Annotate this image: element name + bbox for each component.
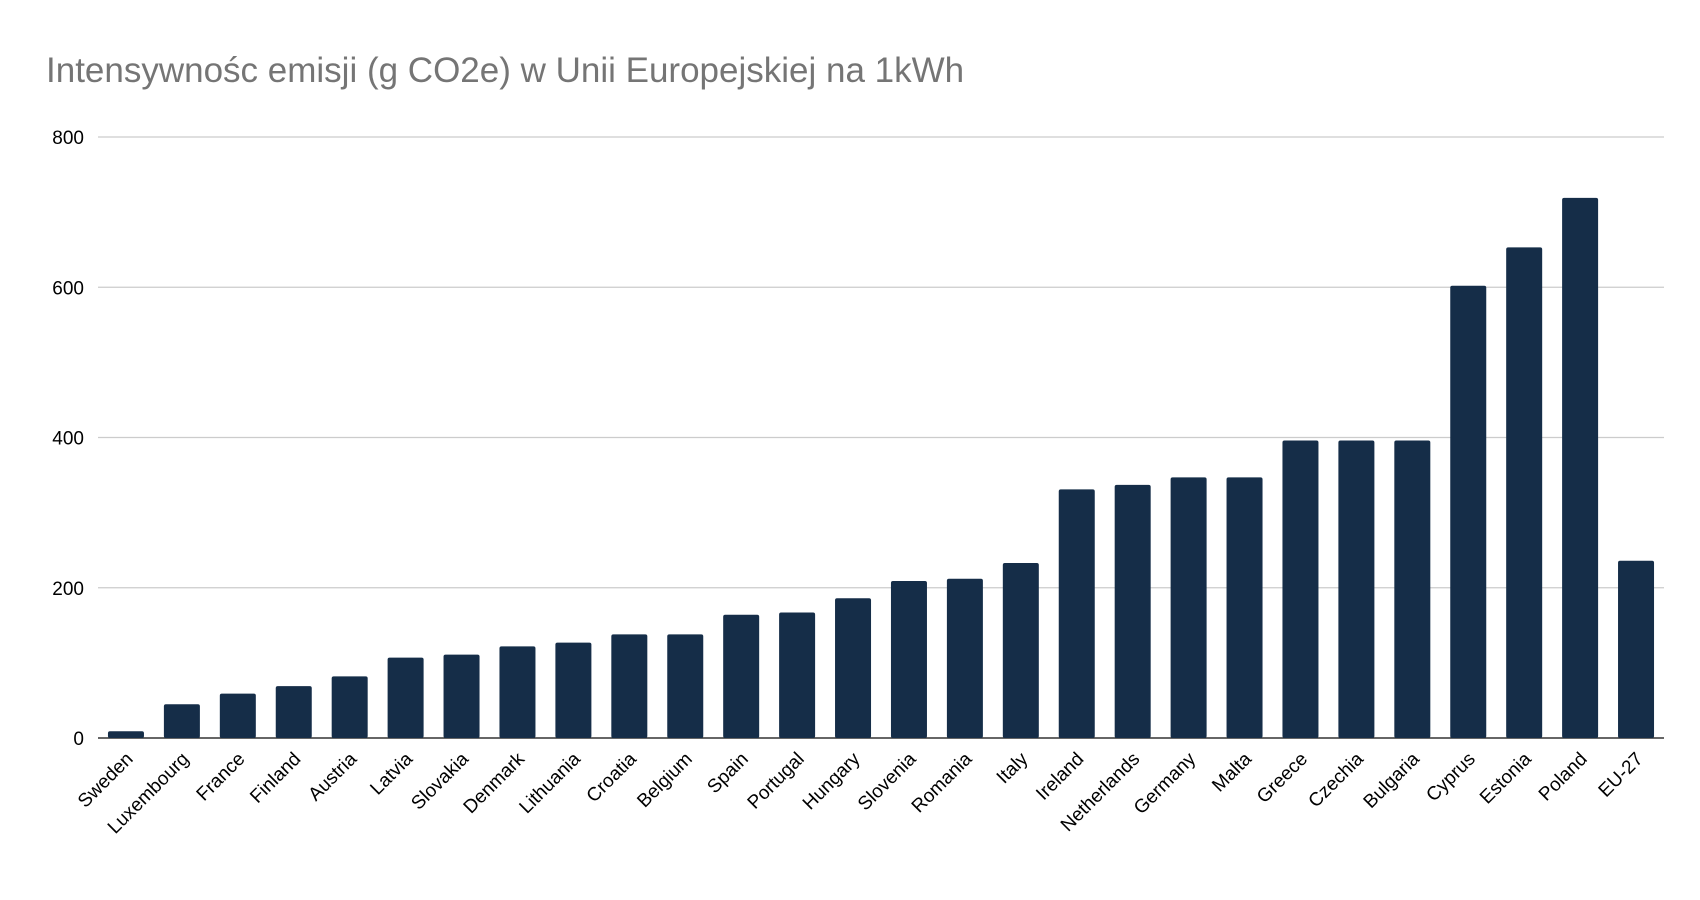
bar-cyprus xyxy=(1450,285,1487,738)
x-tick-label: Estonia xyxy=(1476,748,1536,808)
x-tick-label: Belgium xyxy=(633,749,696,812)
bar-slovenia xyxy=(890,580,927,738)
bar-malta xyxy=(1226,477,1263,738)
bar-slovakia xyxy=(443,654,480,738)
bar-portugal xyxy=(779,612,816,738)
x-tick-label: Malta xyxy=(1208,748,1256,796)
bar-italy xyxy=(1002,562,1039,738)
y-tick-label: 800 xyxy=(52,128,84,149)
x-tick-label: Lithuania xyxy=(516,748,586,818)
bar-greece xyxy=(1282,440,1319,738)
x-tick-label: Germany xyxy=(1130,748,1200,818)
bar-poland xyxy=(1562,197,1599,738)
x-tick-label: Ireland xyxy=(1032,749,1088,805)
bar-eu-27 xyxy=(1618,560,1655,738)
chart-title: Intensywnośc emisji (g CO2e) w Unii Euro… xyxy=(46,51,964,90)
x-tick-label: Croatia xyxy=(583,748,641,806)
x-tick-label: Bulgaria xyxy=(1360,748,1424,812)
bar-denmark xyxy=(499,646,536,738)
x-tick-label: Greece xyxy=(1253,749,1312,808)
bar-ireland xyxy=(1058,489,1095,738)
bar-netherlands xyxy=(1114,484,1151,738)
x-tick-label: France xyxy=(193,749,250,806)
x-tick-label: Latvia xyxy=(366,748,417,799)
bar-czechia xyxy=(1338,440,1375,738)
bar-estonia xyxy=(1506,247,1543,738)
bar-austria xyxy=(331,676,368,738)
bar-lithuania xyxy=(555,642,592,738)
bar-romania xyxy=(946,578,983,738)
x-tick-label: EU-27 xyxy=(1595,749,1648,802)
x-tick-label: Czechia xyxy=(1305,748,1369,812)
bar-finland xyxy=(275,686,312,738)
x-tick-label: Finland xyxy=(246,749,305,808)
x-tick-label: Hungary xyxy=(799,748,865,814)
bar-belgium xyxy=(667,634,704,738)
y-tick-label: 600 xyxy=(52,278,84,299)
bar-bulgaria xyxy=(1394,440,1431,738)
y-tick-label: 0 xyxy=(73,729,84,750)
bar-hungary xyxy=(835,598,872,738)
x-tick-label: Portugal xyxy=(744,749,809,814)
bar-germany xyxy=(1170,477,1207,738)
bar-luxembourg xyxy=(163,704,200,738)
x-tick-label: Romania xyxy=(908,748,977,817)
bar-spain xyxy=(723,614,760,738)
bar-croatia xyxy=(611,634,648,738)
x-tick-label: Spain xyxy=(703,749,752,798)
bar-sweden xyxy=(107,731,144,738)
x-tick-label: Poland xyxy=(1535,749,1592,806)
y-tick-label: 200 xyxy=(52,579,84,600)
x-tick-label: Cyprus xyxy=(1422,749,1479,806)
y-tick-label: 400 xyxy=(52,429,84,450)
bar-latvia xyxy=(387,657,424,738)
bar-france xyxy=(219,693,256,738)
x-tick-label: Austria xyxy=(305,748,362,805)
x-tick-label: Italy xyxy=(993,748,1033,788)
